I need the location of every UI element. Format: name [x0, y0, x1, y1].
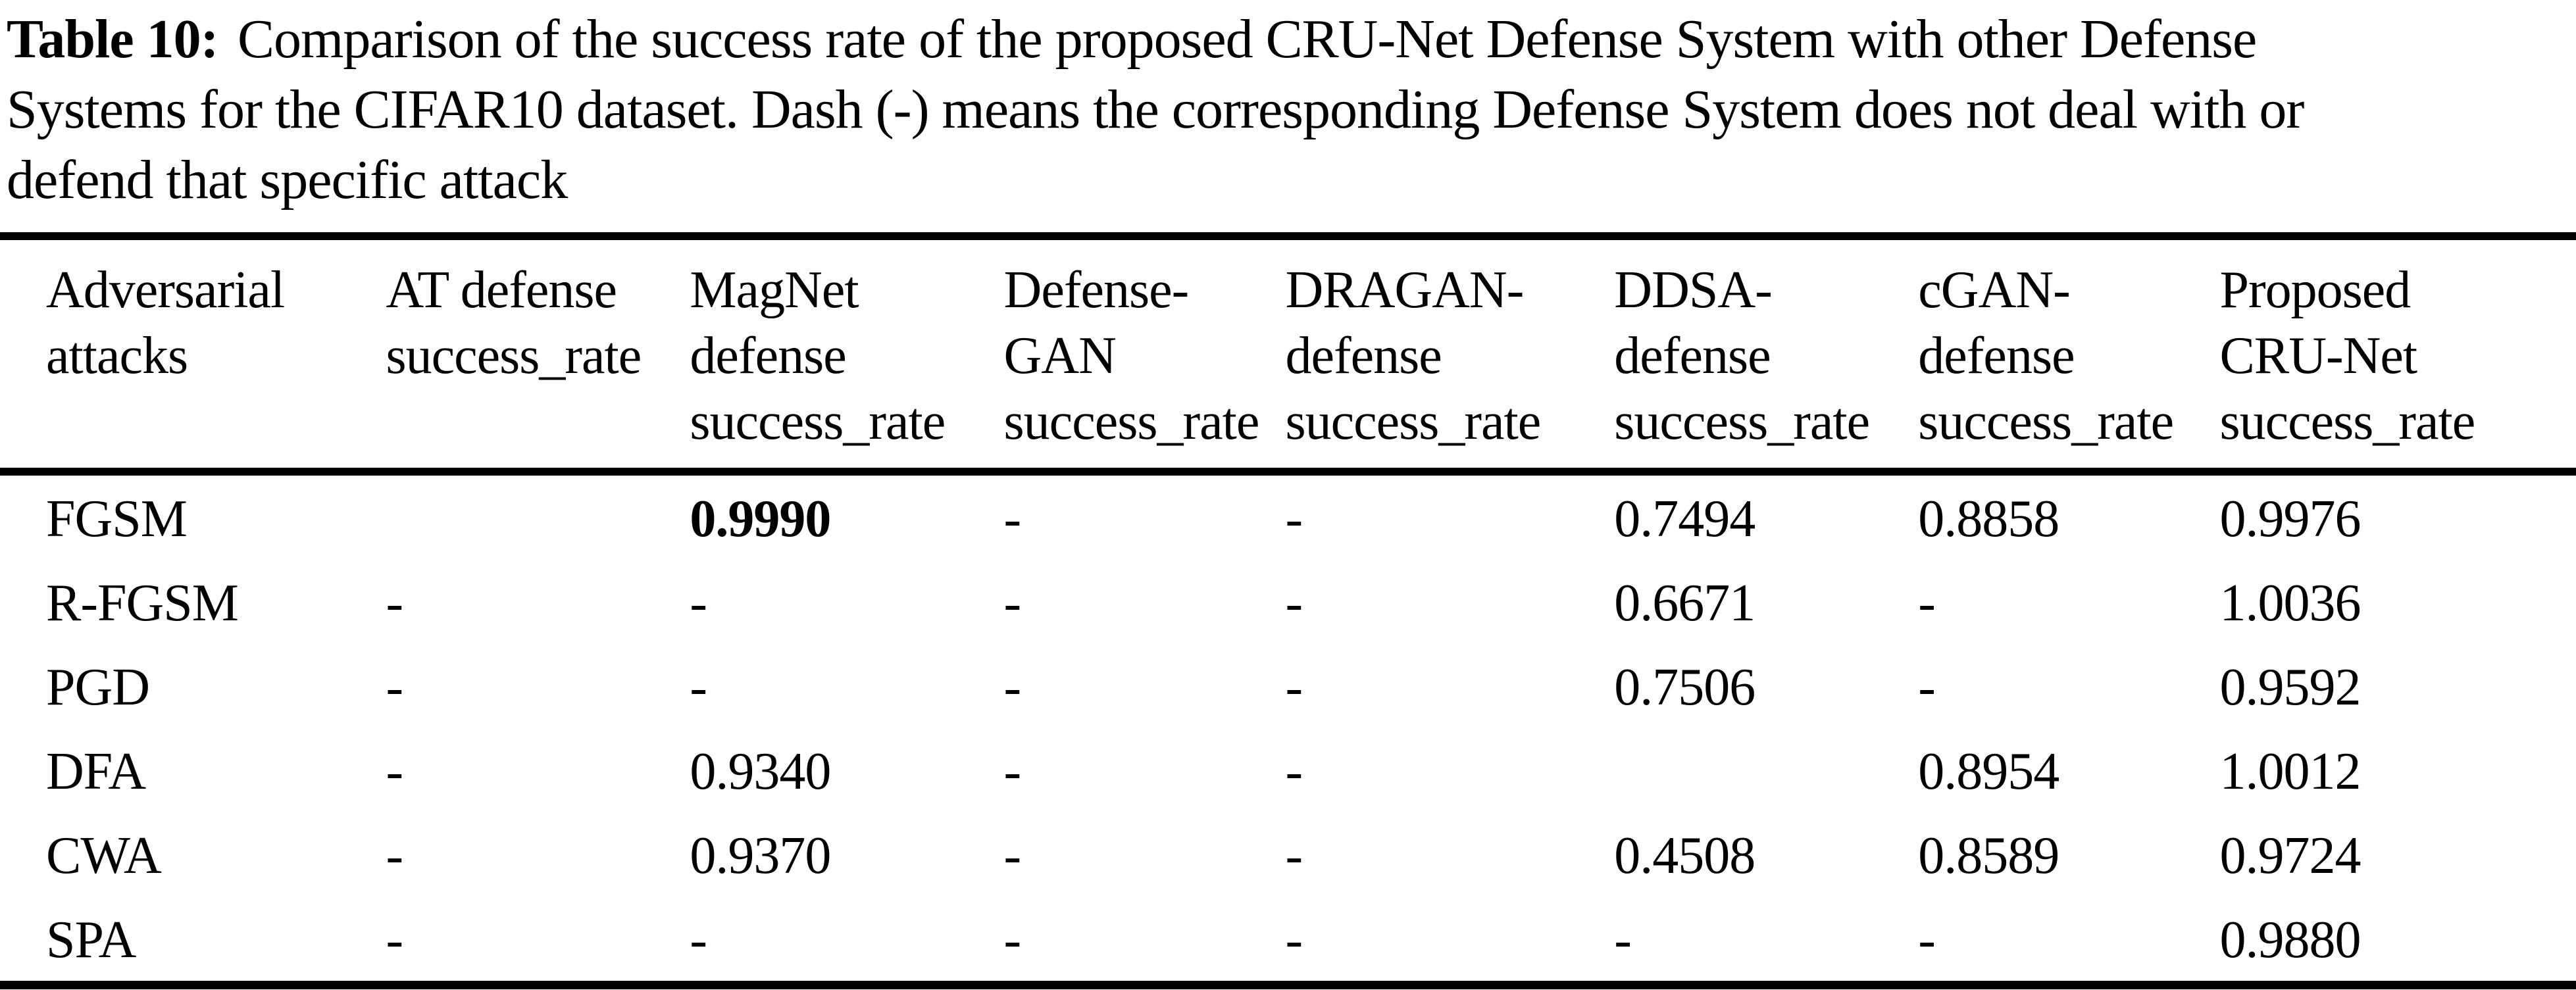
table-caption-label: Table 10: [7, 9, 219, 70]
value-cell: - [386, 574, 403, 632]
col-header-ddsa-defense: DDSA- defense success_rate [1614, 236, 1919, 476]
value-cell: 1.0036 [2219, 574, 2361, 632]
value-cell: - [1003, 743, 1022, 801]
attack-name-cell: DFA [46, 743, 146, 801]
attack-name-cell: PGD [46, 658, 150, 716]
table-row-fgsm: FGSM 0.9990 - - 0.7494 0.8858 0.9976 [0, 472, 2576, 560]
table-row-r-fgsm: R-FGSM - - - - 0.6671 - 1.0036 [0, 560, 2576, 644]
value-cell: - [1918, 911, 1936, 969]
value-cell: - [1003, 658, 1022, 716]
col-header-cgan-defense: cGAN- defense success_rate [1918, 236, 2220, 476]
table-caption-line-1: Table 10: Comparison of the success rate … [7, 4, 2571, 74]
value-cell: 0.6671 [1614, 574, 1755, 632]
value-cell: 0.8589 [1918, 827, 2059, 885]
value-cell: 0.9370 [690, 827, 831, 885]
col-header-adversarial-attacks: Adversarial attacks [0, 236, 386, 476]
value-cell: 0.9592 [2219, 658, 2361, 716]
table-body: FGSM 0.9990 - - 0.7494 0.8858 0.9976 R-F… [0, 472, 2576, 985]
value-cell: - [386, 658, 403, 716]
col-header-proposed-cru-net: Proposed CRU-Net success_rate [2219, 236, 2576, 476]
value-cell: - [1285, 490, 1303, 548]
table-caption-text: Comparison of the success rate of the pr… [238, 9, 2257, 70]
value-cell: 1.0012 [2219, 743, 2361, 801]
value-cell: - [1003, 490, 1022, 548]
value-cell: 0.8858 [1918, 490, 2059, 548]
header-row: Adversarial attacks AT defense success_r… [0, 236, 2576, 476]
value-cell: 0.4508 [1614, 827, 1755, 885]
value-cell: - [1614, 911, 1632, 969]
table-row-cwa: CWA - 0.9370 - - 0.4508 0.8589 0.9724 [0, 812, 2576, 897]
table-row-spa: SPA - - - - - - 0.9880 [0, 897, 2576, 985]
attack-name-cell: SPA [46, 911, 136, 969]
col-header-defense-gan: Defense- GAN success_rate [1003, 236, 1286, 476]
value-cell: - [1918, 658, 1936, 716]
value-cell: 0.7506 [1614, 658, 1755, 716]
value-cell: 0.9340 [690, 743, 831, 801]
comparison-table: Adversarial attacks AT defense success_r… [0, 232, 2576, 989]
value-cell: 0.8954 [1918, 743, 2059, 801]
attack-name-cell: CWA [46, 827, 162, 885]
table-caption-line-2: Systems for the CIFAR10 dataset. Dash (-… [7, 79, 2304, 140]
value-cell: - [1003, 911, 1022, 969]
value-cell [1614, 728, 1918, 812]
attack-name-cell: FGSM [46, 490, 188, 548]
value-cell: - [1285, 574, 1303, 632]
value-cell: - [1285, 827, 1303, 885]
table-row-pgd: PGD - - - - 0.7506 - 0.9592 [0, 644, 2576, 728]
col-header-dragan-defense: DRAGAN- defense success_rate [1285, 236, 1615, 476]
value-cell: 0.9880 [2219, 911, 2361, 969]
value-cell: - [386, 827, 403, 885]
col-header-magnet-defense: MagNet defense success_rate [690, 236, 1004, 476]
value-cell: - [690, 658, 707, 716]
value-cell: 0.9976 [2219, 490, 2361, 548]
value-cell: - [1918, 574, 1936, 632]
value-cell: - [1285, 743, 1303, 801]
value-cell: 0.9990 [690, 490, 831, 548]
value-cell: - [386, 911, 403, 969]
value-cell: - [690, 911, 707, 969]
table-header: Adversarial attacks AT defense success_r… [0, 236, 2576, 476]
value-cell: - [1003, 827, 1022, 885]
value-cell: 0.9724 [2219, 827, 2361, 885]
value-cell: - [1285, 658, 1303, 716]
value-cell: - [1285, 911, 1303, 969]
col-header-at-defense: AT defense success_rate [386, 236, 690, 476]
table-row-dfa: DFA - 0.9340 - - 0.8954 1.0012 [0, 728, 2576, 812]
value-cell: - [386, 743, 403, 801]
value-cell: 0.7494 [1614, 490, 1755, 548]
value-cell: - [690, 574, 707, 632]
value-cell [386, 472, 690, 560]
table-caption-line-3: defend that specific attack [7, 149, 568, 210]
value-cell: - [1003, 574, 1022, 632]
attack-name-cell: R-FGSM [46, 574, 239, 632]
table-caption: Table 10: Comparison of the success rate … [0, 0, 2576, 215]
